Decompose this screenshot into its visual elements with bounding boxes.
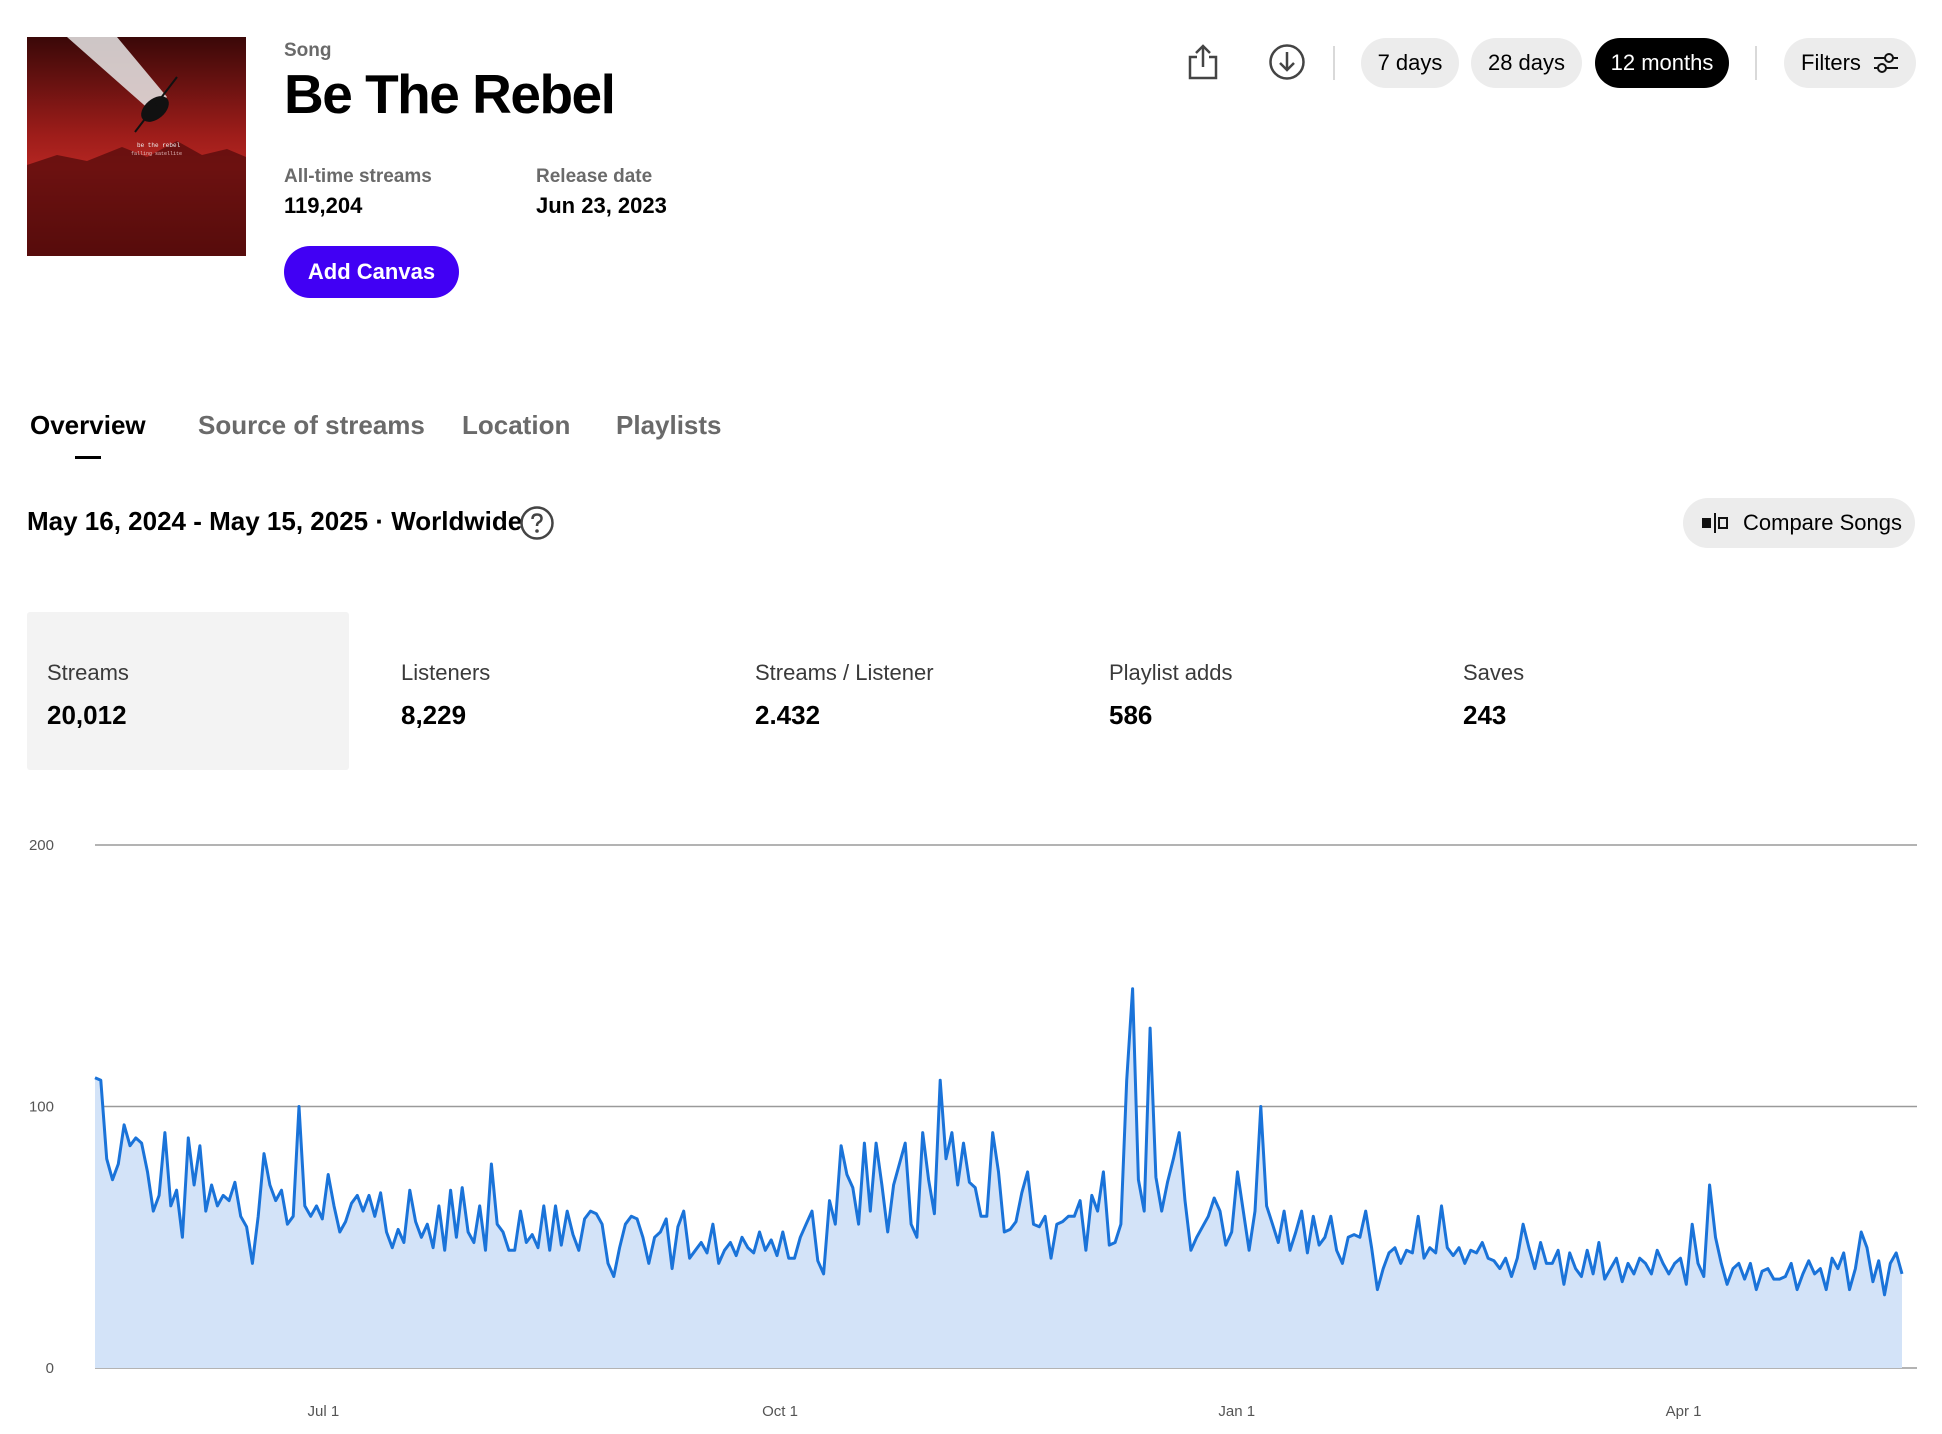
chart-x-ticks: Jul 1 Oct 1 Jan 1 Apr 1	[308, 1403, 1702, 1420]
x-tick-label: Apr 1	[1666, 1403, 1702, 1420]
active-tab-indicator	[75, 456, 101, 459]
tab-overview[interactable]: Overview	[30, 410, 146, 440]
range-7-days-button[interactable]: 7 days	[1361, 38, 1459, 88]
release-date-label: Release date	[536, 166, 653, 187]
toolbar-divider	[1755, 46, 1757, 80]
cover-art-image: be the rebel falling satellite	[27, 37, 246, 256]
tab-location[interactable]: Location	[462, 410, 571, 440]
compare-songs-button[interactable]: Compare Songs	[1683, 498, 1915, 548]
metric-label: Streams	[47, 660, 129, 685]
metric-value: 20,012	[47, 700, 127, 730]
tab-playlists[interactable]: Playlists	[616, 410, 722, 440]
date-range-title: May 16, 2024 - May 15, 2025 · Worldwide	[27, 506, 523, 536]
streams-line	[94, 987, 1904, 1297]
toolbar-divider	[1333, 46, 1335, 80]
range-12-months-button[interactable]: 12 months	[1595, 38, 1729, 88]
share-button[interactable]	[1179, 38, 1227, 86]
cover-text-2: falling satellite	[131, 151, 182, 157]
y-tick-label: 200	[29, 837, 54, 854]
metric-card-streams[interactable]: Streams 20,012	[27, 612, 349, 770]
tab-source-of-streams[interactable]: Source of streams	[198, 410, 425, 440]
add-canvas-button[interactable]: Add Canvas	[284, 246, 459, 298]
x-tick-label: Oct 1	[762, 1403, 798, 1420]
range-28-days-button[interactable]: 28 days	[1471, 38, 1582, 88]
compare-songs-label: Compare Songs	[1743, 510, 1902, 535]
sliders-icon	[1873, 53, 1898, 73]
download-button[interactable]	[1263, 38, 1311, 86]
all-time-streams-label: All-time streams	[284, 166, 432, 187]
share-icon	[1188, 44, 1218, 80]
release-date-value: Jun 23, 2023	[536, 193, 667, 218]
metric-value: 243	[1463, 700, 1507, 730]
all-time-streams-value: 119,204	[284, 193, 363, 218]
y-tick-label: 100	[29, 1099, 54, 1116]
metric-card-playlist-adds[interactable]: Playlist adds 586	[1089, 612, 1411, 770]
streams-chart: 0 100 200 Jul 1 Oct 1 Jan 1 Apr 1	[29, 837, 1917, 1420]
metric-label: Streams / Listener	[755, 660, 934, 685]
filters-label: Filters	[1801, 50, 1861, 75]
metric-value: 2.432	[755, 700, 821, 730]
metric-label: Playlist adds	[1109, 660, 1233, 685]
metric-value: 8,229	[401, 700, 467, 730]
metric-label: Saves	[1463, 660, 1525, 685]
metric-card-streams-per-listener[interactable]: Streams / Listener 2.432	[735, 612, 1057, 770]
help-circle-icon	[520, 506, 554, 540]
cover-art: be the rebel falling satellite	[27, 37, 246, 256]
cover-text-1: be the rebel	[137, 142, 181, 149]
x-tick-label: Jan 1	[1218, 1403, 1255, 1420]
x-tick-label: Jul 1	[308, 1403, 340, 1420]
song-type-label: Song	[284, 40, 332, 61]
download-icon	[1269, 44, 1305, 80]
metric-value: 586	[1109, 700, 1153, 730]
help-button[interactable]	[520, 506, 554, 540]
metric-card-saves[interactable]: Saves 243	[1443, 612, 1765, 770]
chart-y-ticks: 0 100 200	[29, 837, 54, 1377]
filters-button[interactable]: Filters	[1784, 38, 1916, 88]
metric-card-listeners[interactable]: Listeners 8,229	[381, 612, 703, 770]
compare-icon	[1702, 513, 1728, 533]
metric-label: Listeners	[401, 660, 491, 685]
y-tick-label: 0	[46, 1360, 54, 1377]
song-title: Be The Rebel	[284, 63, 616, 125]
